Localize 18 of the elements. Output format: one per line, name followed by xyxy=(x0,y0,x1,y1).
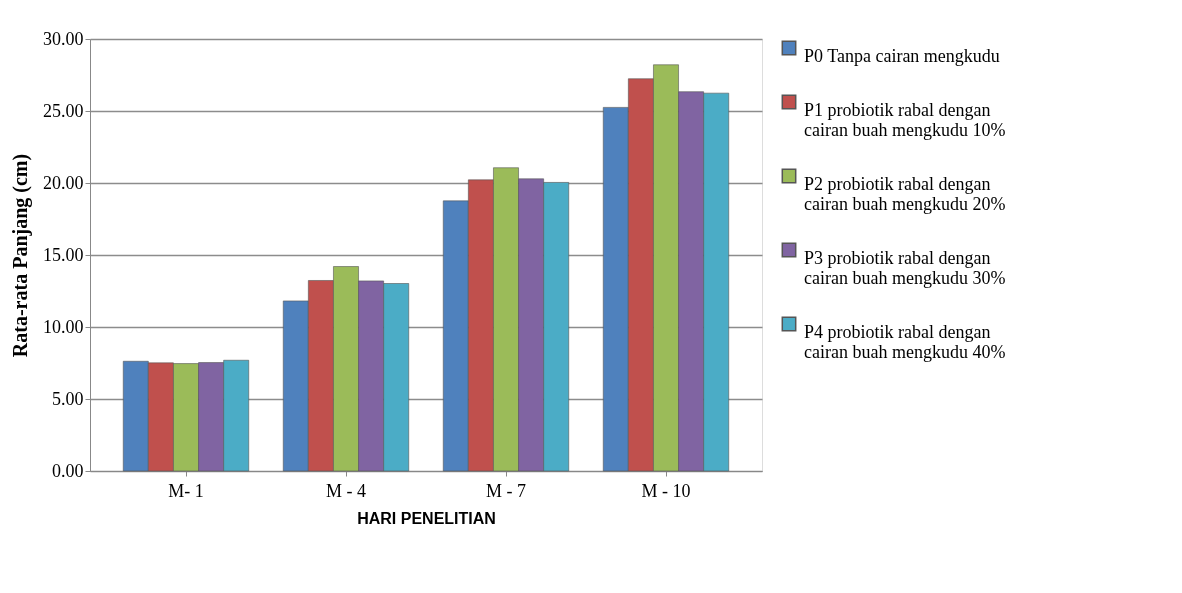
y-tick-label: 15.00 xyxy=(43,244,84,265)
x-tick-label: M- 1 xyxy=(168,480,204,501)
y-tick-label: 20.00 xyxy=(43,172,84,193)
y-tick-label: 0.00 xyxy=(52,460,84,481)
legend-label: P2 probiotik rabal dengan cairan buah mengkudu 20% xyxy=(804,174,1006,214)
y-tick-label: 30.00 xyxy=(43,28,84,49)
x-axis-title: HARI PENELITIAN xyxy=(357,509,496,527)
y-axis-title: Rata-rata Panjang (cm) xyxy=(9,153,32,358)
x-tick-label: M - 7 xyxy=(486,480,526,501)
y-tick-label: 5.00 xyxy=(52,388,84,409)
legend-label: P4 probiotik rabal dengan cairan buah mengkudu 40% xyxy=(804,322,1006,362)
legend-label: P0 Tanpa cairan mengkudu xyxy=(804,46,1000,66)
legend-label: P3 probiotik rabal dengan cairan buah mengkudu 30% xyxy=(804,248,1006,288)
legend-label: P1 probiotik rabal dengan cairan buah mengkudu 10% xyxy=(804,100,1006,140)
x-tick-label: M - 4 xyxy=(326,480,366,501)
y-tick-label: 25.00 xyxy=(43,100,84,121)
x-tick-label: M - 10 xyxy=(641,480,691,501)
y-tick-label: 10.00 xyxy=(43,316,84,337)
